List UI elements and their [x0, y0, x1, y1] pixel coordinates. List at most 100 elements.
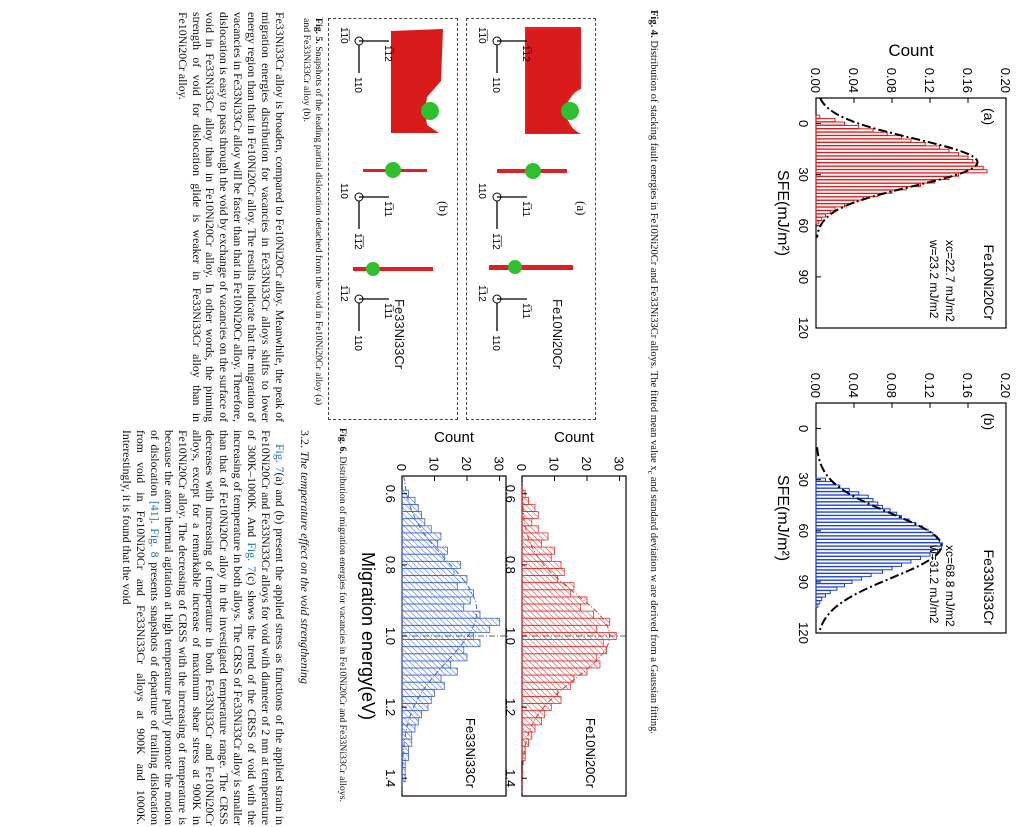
fit-curve: [521, 476, 611, 793]
bar: [815, 515, 902, 520]
bar: [815, 165, 984, 170]
bar: [815, 213, 826, 218]
bar: [815, 552, 931, 557]
x-tick-label: 90: [796, 270, 811, 284]
bar: [815, 203, 845, 208]
bar: [401, 596, 471, 605]
bar: [815, 186, 907, 191]
y-tick-label: 0.08: [884, 68, 899, 93]
fig5-panel-a: (a) Fe10Ni20Cr 1̅12 110 1̅1̅0 1̅11 1̅1̅2 110 1…: [466, 18, 596, 420]
bar: [815, 138, 912, 143]
bar: [401, 710, 422, 719]
bar: [815, 135, 902, 140]
section-title: The temperature effect on the void stren…: [298, 451, 312, 685]
axis-label-out: 110: [476, 183, 487, 199]
bar: [815, 542, 943, 547]
y-tick-label: 0.12: [922, 68, 937, 93]
y-axis-label: Count: [554, 430, 595, 446]
bar: [521, 617, 611, 626]
fit-curve: [401, 475, 478, 793]
bar: [815, 128, 874, 133]
fig5a-void-atom-3: [508, 260, 522, 274]
y-tick-label: 30: [612, 457, 627, 471]
fig6-caption-label: Fig. 6.: [337, 428, 348, 454]
fig4-caption-text: Distribution of stacking fault energies …: [648, 40, 659, 471]
y-axis-label: Count: [888, 41, 934, 60]
bar: [815, 131, 888, 136]
bar: [521, 724, 536, 733]
y-tick-label: 10: [427, 457, 442, 471]
x-axis-label: SFE(mJ/m²): [774, 170, 791, 256]
x-tick-label: 0.8: [383, 556, 398, 574]
bar: [521, 532, 549, 541]
axis-label-out: 110: [338, 183, 349, 199]
ref-fig7c[interactable]: Fig. 7: [245, 542, 260, 573]
x-tick-label: 0.6: [383, 485, 398, 503]
chart-title: Fe10Ni20Cr: [583, 718, 598, 789]
bar: [815, 573, 872, 578]
axis-label-right: 110: [352, 77, 363, 93]
bar: [815, 141, 926, 147]
bar: [401, 610, 481, 619]
axes-triad-a3: 1̅11 110 1̅12: [476, 285, 532, 351]
bar: [815, 590, 831, 595]
y-tick-label: 0.00: [808, 373, 823, 398]
annotation-w: w=23.2 mJ/m2: [927, 239, 941, 319]
fig4-caption-label: Fig. 4.: [648, 10, 659, 38]
bar: [815, 196, 864, 201]
bar: [815, 535, 938, 540]
bar: [815, 545, 942, 550]
x-tick-label: 0: [796, 425, 811, 432]
annotation-xc: xc=22.7 mJ/m2: [943, 240, 957, 322]
fig5b-void-atom-3: [366, 262, 380, 276]
bar: [815, 179, 936, 184]
axis-label-out: 1̅1̅0: [476, 27, 488, 44]
bar: [401, 553, 445, 562]
bar: [401, 589, 474, 598]
ref-fig7a[interactable]: Fig. 7: [273, 444, 287, 473]
bar: [815, 484, 841, 489]
bar: [401, 717, 419, 726]
bar: [815, 152, 959, 157]
axis-label-up: 1̅12: [520, 45, 532, 62]
panel-label: (a): [981, 108, 997, 125]
axis-label-right: 110: [490, 77, 501, 93]
fig5-axes-left: [346, 80, 556, 150]
bar: [815, 566, 893, 571]
bar: [521, 568, 565, 576]
axes-triad-a2: 1̅11 1̅1̅2 110: [476, 183, 532, 250]
bar: [815, 494, 869, 499]
bar: [521, 575, 559, 584]
bar: [815, 210, 831, 215]
y-tick-label: 0: [394, 464, 409, 471]
bar: [815, 511, 898, 516]
fig5-panel-b: (b) Fe33Ni33Cr 1̅12 110 1̅1̅0 1̅11 1̅1̅2 110 1…: [328, 18, 458, 420]
ref-41[interactable]: [41]: [147, 500, 162, 521]
bar: [521, 525, 539, 534]
bar: [815, 521, 917, 526]
axis-label-right: 1̅1̅2: [490, 233, 502, 250]
ref-fig8[interactable]: Fig. 8: [147, 528, 162, 558]
bar: [401, 568, 455, 576]
fit-curve: [816, 447, 943, 634]
fig4-chart-a: 0.00 0.04 0.08 0.12 0.16 0.20 0 30 60 90 120 SFE(mJ…: [774, 41, 1013, 339]
bar: [815, 603, 819, 608]
bar: [815, 518, 910, 523]
bar: [815, 528, 929, 533]
section-number: 3.2.: [298, 430, 312, 448]
bar: [521, 717, 542, 726]
bar: [815, 124, 860, 129]
bar: [521, 504, 536, 512]
bar: [401, 667, 458, 676]
x-tick-label: 0: [796, 120, 811, 127]
bar: [815, 182, 921, 187]
bar: [521, 610, 594, 619]
bar: [815, 562, 902, 567]
bar: [401, 639, 481, 648]
bar: [815, 118, 836, 123]
plot-frame: [815, 402, 1007, 634]
bar: [815, 596, 823, 601]
y-tick-label: 30: [492, 457, 507, 471]
bar: [815, 586, 838, 591]
